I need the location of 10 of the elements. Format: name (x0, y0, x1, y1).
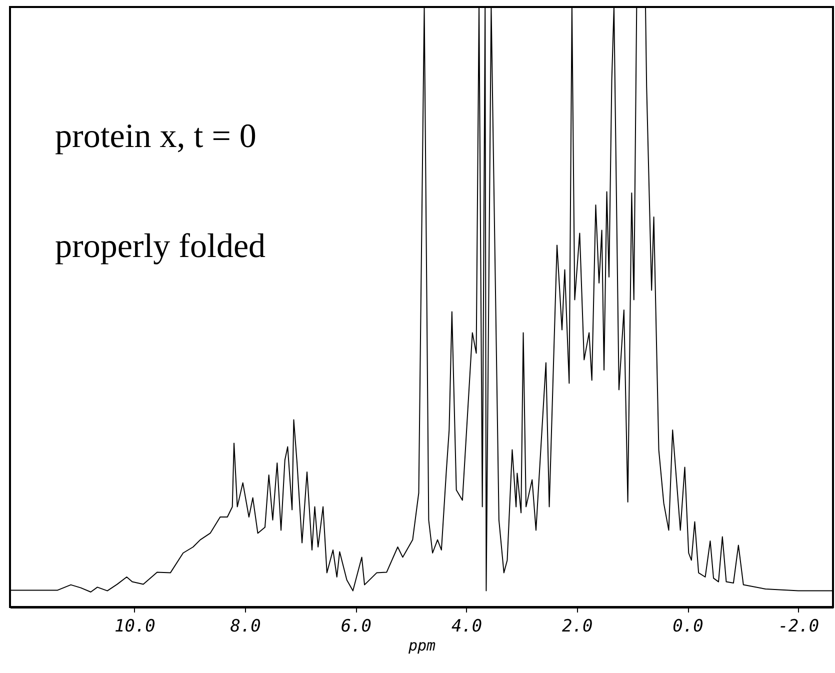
x-tick-label: 0.0 (672, 616, 704, 636)
x-tick-label: 8.0 (230, 616, 261, 636)
x-tick-label: 2.0 (562, 616, 593, 636)
x-tick-label: 4.0 (451, 616, 482, 636)
x-tick-label: 10.0 (114, 616, 156, 636)
x-axis-title: ppm (407, 636, 436, 654)
annotation: protein x, t = 0 (55, 118, 256, 155)
x-tick-label: 6.0 (340, 616, 372, 636)
annotation: properly folded (55, 228, 266, 265)
x-tick-label: -2.0 (778, 616, 820, 636)
